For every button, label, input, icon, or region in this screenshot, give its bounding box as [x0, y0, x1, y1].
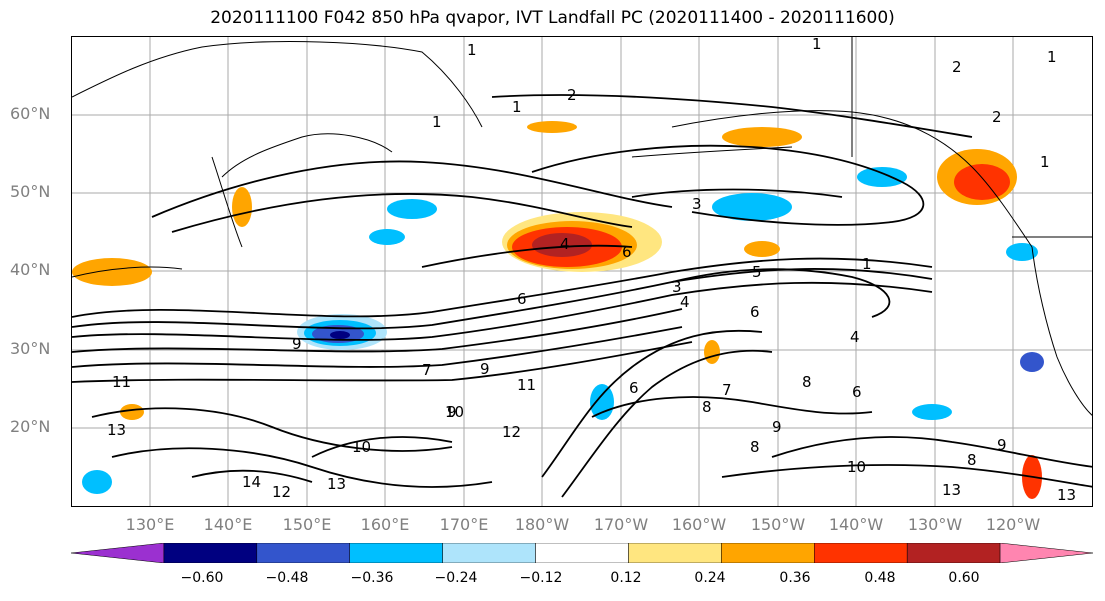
lat-label: 30°N: [10, 339, 51, 358]
colorbar-segment: [442, 543, 536, 563]
colorbar-tick: −0.12: [519, 570, 563, 586]
colorbar-tick: 0.48: [864, 570, 896, 586]
contour-label: 1: [812, 37, 822, 53]
contour-label: 6: [852, 383, 862, 401]
lon-label: 170°W: [593, 515, 649, 534]
contour-label: 13: [942, 481, 961, 499]
lon-label: 150°E: [282, 515, 332, 534]
lon-label: 180°W: [514, 515, 570, 534]
lon-label: 160°E: [360, 515, 410, 534]
contour-label: 14: [242, 473, 261, 491]
lat-label: 50°N: [10, 182, 51, 201]
colorbar-extend-max: [999, 543, 1093, 563]
contour-label: 3: [692, 195, 702, 213]
contour-label: 9: [447, 403, 457, 421]
colorbar-tick: 0.24: [694, 570, 726, 586]
lon-label: 120°W: [985, 515, 1041, 534]
lon-label: 170°E: [439, 515, 489, 534]
contour-label: 9: [997, 436, 1007, 454]
colorbar-tick: 0.12: [610, 570, 642, 586]
contour-label: 13: [107, 421, 126, 439]
contour-label: 10: [352, 438, 371, 456]
lat-label: 20°N: [10, 417, 51, 436]
contours: [72, 94, 1092, 498]
contour-label: 8: [702, 398, 712, 416]
lon-label: 150°W: [750, 515, 806, 534]
contour-label: 5: [752, 263, 762, 281]
contour-label: 9: [772, 418, 782, 436]
colorbar-segment: [535, 543, 629, 563]
contour-label: 9: [480, 360, 490, 378]
contour-label: 7: [722, 381, 732, 399]
contour-label: 13: [327, 475, 346, 493]
contour-label: 10: [847, 458, 866, 476]
contour-label: 6: [517, 290, 527, 308]
colorbar-segment: [163, 543, 258, 563]
contour-label: 3: [672, 278, 682, 296]
lon-label: 160°W: [671, 515, 727, 534]
contour-label: 7: [422, 361, 432, 379]
contour-label: 4: [850, 328, 860, 346]
colorbar-tick: −0.36: [350, 570, 394, 586]
contour-label: 4: [680, 293, 690, 311]
contour-labels: 1 1 1 1 1 1 1 2 2 2 3 3 4 4 4 5 6 6 6 6 …: [107, 37, 1076, 504]
lon-label: 130°E: [125, 515, 175, 534]
colorbar-segment: [349, 543, 443, 563]
contour-label: 1: [862, 255, 872, 273]
colorbar-tick: 0.60: [948, 570, 980, 586]
contour-label: 6: [750, 303, 760, 321]
contour-label: 1: [432, 113, 442, 131]
contour-label: 12: [272, 483, 291, 501]
colorbar-tick: −0.48: [265, 570, 309, 586]
contour-label: 11: [112, 373, 131, 391]
contour-label: 10: [445, 403, 464, 421]
contour-label: 1: [467, 41, 477, 59]
contour-label: 2: [952, 58, 962, 76]
shading-negative: [82, 167, 1044, 494]
colorbar-tick: −0.60: [180, 570, 224, 586]
contour-label: 13: [1057, 486, 1076, 504]
colorbar-tick: 0.36: [779, 570, 811, 586]
lon-label: 140°W: [828, 515, 884, 534]
colorbar-segment: [256, 543, 350, 563]
colorbar: [71, 543, 1093, 563]
contour-label: 6: [622, 243, 632, 261]
colorbar-segment: [721, 543, 815, 563]
map-panel: 1 1 1 1 1 1 1 2 2 2 3 3 4 4 4 5 6 6 6 6 …: [71, 36, 1093, 507]
contour-label: 8: [802, 373, 812, 391]
contour-label: 1: [1040, 153, 1050, 171]
contour-label: 8: [750, 438, 760, 456]
shading-positive: [72, 121, 1042, 499]
lat-label: 40°N: [10, 260, 51, 279]
contour-label: 6: [629, 379, 639, 397]
contour-label: 11: [517, 376, 536, 394]
coastlines: [72, 37, 1092, 416]
colorbar-tick: −0.24: [434, 570, 478, 586]
contour-label: 4: [560, 235, 570, 253]
colorbar-segment: [906, 543, 1001, 563]
contour-label: 2: [992, 108, 1002, 126]
contour-label: 1: [1047, 48, 1057, 66]
lon-label: 130°W: [907, 515, 963, 534]
lat-label: 60°N: [10, 104, 51, 123]
contour-label: 1: [512, 98, 522, 116]
gridlines: [72, 37, 1092, 506]
contour-label: 8: [967, 451, 977, 469]
lon-label: 140°E: [203, 515, 253, 534]
colorbar-segment: [628, 543, 722, 563]
contour-label: 2: [567, 86, 577, 104]
map-title: 2020111100 F042 850 hPa qvapor, IVT Land…: [210, 8, 895, 28]
map-canvas: 1 1 1 1 1 1 1 2 2 2 3 3 4 4 4 5 6 6 6 6 …: [72, 37, 1092, 506]
colorbar-extend-min: [71, 543, 165, 563]
contour-label: 9: [292, 335, 302, 353]
contour-label: 12: [502, 423, 521, 441]
colorbar-segment: [814, 543, 908, 563]
